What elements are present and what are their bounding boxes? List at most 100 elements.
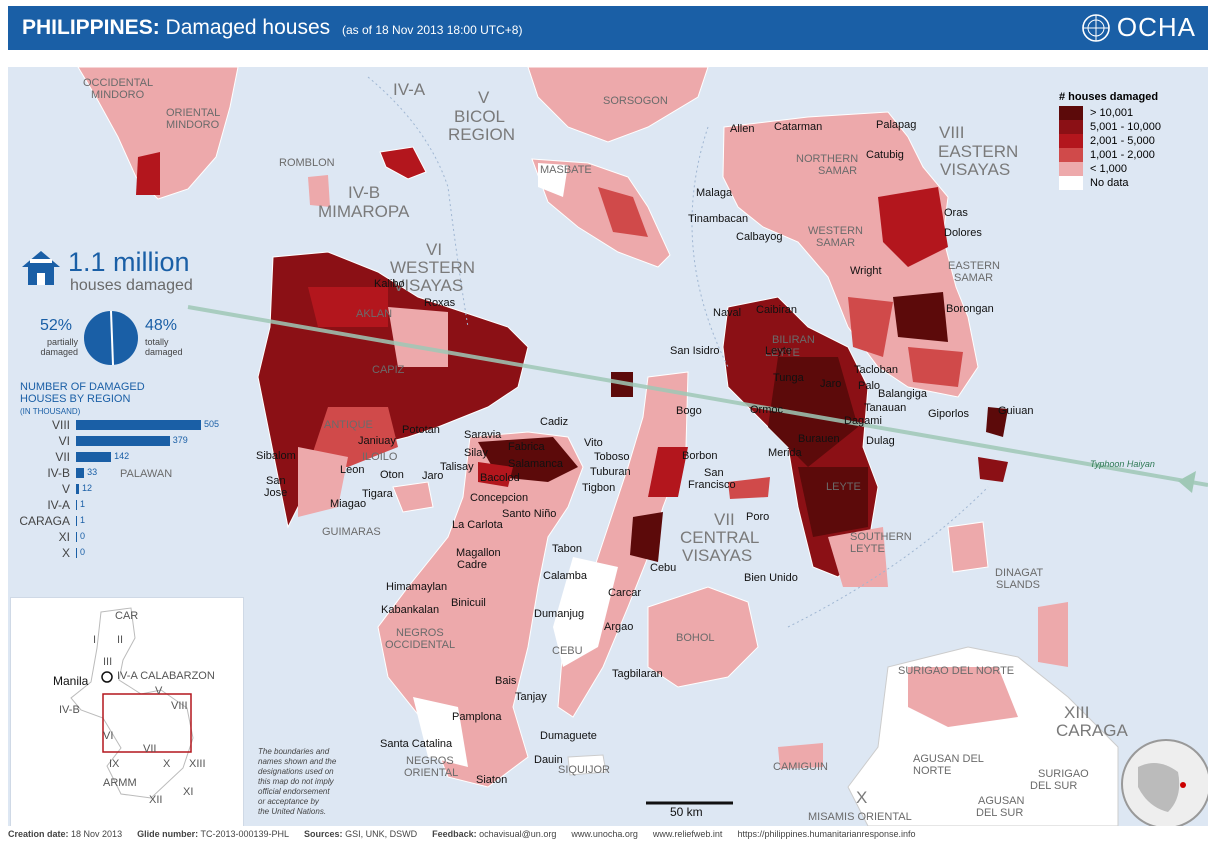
legend-item: No data <box>1059 176 1161 190</box>
province-label: SAMAR <box>954 272 994 284</box>
place-label: Jaro <box>422 470 444 482</box>
province-label: CAMIGUIN <box>773 761 828 773</box>
footer-link-humanitarianresponse[interactable]: https://philippines.humanitarianresponse… <box>737 829 916 839</box>
place-label: Tabon <box>552 543 582 555</box>
page-title: PHILIPPINES: Damaged houses (as of 18 No… <box>22 16 522 40</box>
place-label: Tacloban <box>854 364 899 376</box>
bar <box>76 452 112 462</box>
disclaimer: The boundaries and names shown and the des… <box>258 747 336 817</box>
inset-region-label: CAR <box>115 610 139 622</box>
place-label: Tunga <box>773 372 804 384</box>
province-label: DINAGAT <box>995 567 1044 579</box>
province-label: NORTE <box>913 765 952 777</box>
province-label: OCCIDENTAL <box>385 639 456 651</box>
place-label: Tigbon <box>582 482 616 494</box>
province-label: GUIMARAS <box>322 526 381 538</box>
footer-link-unocha[interactable]: www.unocha.org <box>571 829 638 839</box>
inset-region-label: III <box>103 656 113 668</box>
bar <box>76 420 201 430</box>
place-label: Dulag <box>866 435 895 447</box>
disclaimer-line: names shown and the <box>258 757 337 766</box>
inset-region-label: XIII <box>189 758 206 770</box>
place-label: Balangiga <box>878 388 927 400</box>
place-label: Allen <box>730 123 755 135</box>
place-label: Sibalom <box>256 450 296 462</box>
province-label: SURIGAO DEL NORTE <box>898 665 1015 677</box>
bar-title-l3: (IN THOUSAND) <box>20 407 81 416</box>
province-label: SAMAR <box>816 237 856 249</box>
region-label: VISAYAS <box>940 160 1011 179</box>
place-label: Naval <box>713 307 742 319</box>
place-label: Siaton <box>476 774 508 786</box>
bar-value-label: 1 <box>80 499 86 509</box>
place-label: Oras <box>944 207 968 219</box>
footer-feedback-value[interactable]: ochavisual@un.org <box>479 829 557 839</box>
footer-link-reliefweb[interactable]: www.reliefweb.int <box>652 829 723 839</box>
legend-label: 1,001 - 2,000 <box>1090 149 1155 161</box>
bar-category-label: XI <box>58 530 70 544</box>
place-label: Malaga <box>696 187 733 199</box>
bar <box>76 548 77 558</box>
bar-value-label: 0 <box>80 531 86 541</box>
region-label: IV-B <box>348 183 381 202</box>
province-label: SORSOGON <box>603 95 668 107</box>
inset-region-label: ARMM <box>103 777 137 789</box>
typhoon-label: Typhoon Haiyan <box>1090 459 1155 469</box>
bar-value-label: 379 <box>172 435 188 445</box>
place-label: Vito <box>584 437 603 449</box>
province-label: CAPIZ <box>372 364 405 376</box>
inset-region-label: XII <box>149 794 163 806</box>
total-l2: damaged <box>145 347 183 357</box>
ocha-wordmark: OCHA <box>1116 12 1196 42</box>
place-label: Catubig <box>866 149 904 161</box>
province-label: NEGROS <box>396 627 444 639</box>
footer-creation-key: Creation date: <box>8 829 69 839</box>
inset-region-label: X <box>163 758 171 770</box>
province-label: SURIGAO <box>1038 768 1089 780</box>
place-label: Borongan <box>946 303 994 315</box>
legend-label: No data <box>1090 177 1129 189</box>
place-label: Tinambacan <box>688 213 749 225</box>
province-label: ANTIQUE <box>324 419 373 431</box>
footer-glide-value: TC-2013-000139-PHL <box>200 829 290 839</box>
map-area[interactable]: # houses damaged > 10,001 5,001 - 10,000… <box>8 67 1208 826</box>
inset-region-label: VII <box>143 743 157 755</box>
region-label: CARAGA <box>1056 721 1128 740</box>
place-label: Leon <box>340 464 365 476</box>
region-label: BICOL <box>454 107 506 126</box>
legend-label: < 1,000 <box>1090 163 1128 175</box>
house-icon <box>22 251 60 285</box>
title-text: Damaged houses <box>165 16 331 39</box>
bar-category-label: V <box>61 482 70 496</box>
place-label: Oton <box>380 469 404 481</box>
place-label: Bacolod <box>480 472 520 484</box>
disclaimer-line: official endorsement <box>258 787 330 796</box>
place-label: Tagbilaran <box>612 668 663 680</box>
title-country: PHILIPPINES: <box>22 16 160 39</box>
province-label: SLANDS <box>996 579 1041 591</box>
region-label: VISAYAS <box>393 276 464 295</box>
province-label: PALAWAN <box>120 468 173 480</box>
place-label: Poro <box>746 511 770 523</box>
place-label: Merida <box>768 447 802 459</box>
place-label: Bais <box>495 675 517 687</box>
total-pct: 48% <box>145 317 178 334</box>
bar-category-label: IV-B <box>47 466 70 480</box>
title-date: (as of 18 Nov 2013 18:00 UTC+8) <box>342 23 523 37</box>
bar-chart: VIII 505 VI 379 VII 142 IV-B 33 V 12 IV-A 1 CARAGA 1 X… <box>8 418 238 569</box>
inset-region-label: V <box>155 685 163 697</box>
legend-label: 5,001 - 10,000 <box>1090 121 1161 133</box>
place-label: San Isidro <box>670 345 720 357</box>
province-label: BOHOL <box>676 632 715 644</box>
place-label: Santa Catalina <box>380 738 453 750</box>
bar-category-label: IV-A <box>47 498 70 512</box>
bar-row: XI 0 <box>8 530 238 544</box>
inset-region-label: IV-B <box>59 704 80 716</box>
region-label: VISAYAS <box>682 546 753 565</box>
place-label: Leyte <box>765 345 792 357</box>
region-label: VII <box>714 510 735 529</box>
legend-item: 5,001 - 10,000 <box>1059 120 1161 134</box>
disclaimer-line: this map do not imply <box>258 777 334 786</box>
total-caption: houses damaged <box>70 277 193 294</box>
place-label: Salamanca <box>508 458 564 470</box>
